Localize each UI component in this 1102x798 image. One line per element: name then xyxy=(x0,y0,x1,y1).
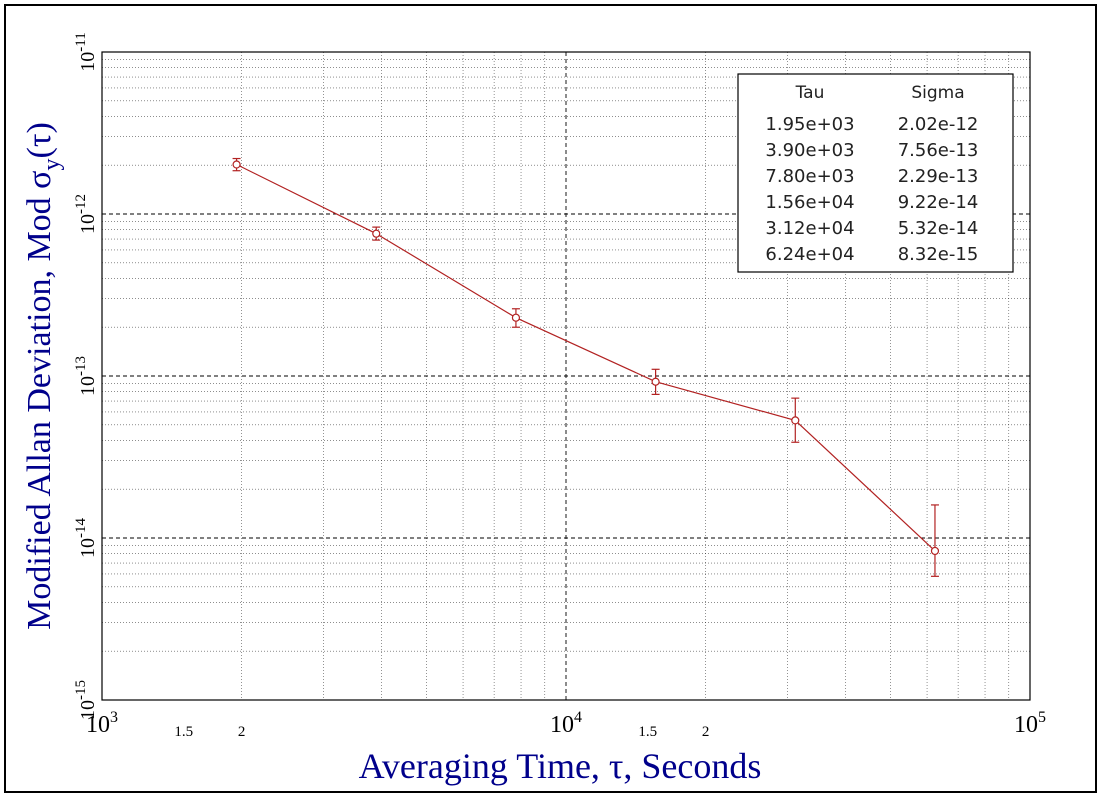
svg-text:10-11: 10-11 xyxy=(73,32,99,71)
x-minor-tick-label: 1.5 xyxy=(174,724,193,740)
table-cell-tau: 6.24e+04 xyxy=(765,244,854,265)
table-cell-sigma: 5.32e-14 xyxy=(898,218,979,239)
data-table-box xyxy=(737,73,1014,273)
y-tick-label: 10-13 xyxy=(73,356,99,396)
table-cell-tau: 1.56e+04 xyxy=(765,192,854,213)
data-point xyxy=(232,160,241,169)
x-tick-label: 105 xyxy=(1014,709,1046,738)
x-minor-tick-label: 2 xyxy=(702,724,710,740)
table-cell-sigma: 2.02e-12 xyxy=(898,114,979,135)
allan-deviation-chart: 103 104 105 1.5 2 1.5 2 10-15 10-14 10-13 10-12 10-… xyxy=(21,32,1046,786)
svg-text:10-13: 10-13 xyxy=(73,356,99,396)
y-tick-label: 10-11 xyxy=(73,32,99,71)
table-header-sigma: Sigma xyxy=(911,83,964,103)
table-cell-sigma: 2.29e-13 xyxy=(898,166,979,187)
table-cell-tau: 3.90e+03 xyxy=(765,140,854,161)
table-cell-tau: 7.80e+03 xyxy=(765,166,854,187)
svg-text:10-14: 10-14 xyxy=(73,518,99,558)
table-cell-sigma: 7.56e-13 xyxy=(898,140,979,161)
plot-area-border xyxy=(101,51,1031,701)
data-point xyxy=(930,546,940,556)
x-minor-tick-label: 1.5 xyxy=(638,724,657,740)
y-tick-label: 10-15 xyxy=(73,680,99,720)
data-point xyxy=(372,229,381,238)
x-axis-title: Averaging Time, τ, Seconds xyxy=(359,746,762,786)
table-cell-tau: 3.12e+04 xyxy=(765,218,854,239)
x-tick-label: 103 xyxy=(86,709,118,738)
y-tick-label: 10-12 xyxy=(73,194,99,234)
table-header-tau: Tau xyxy=(795,83,825,103)
chart-frame: 103 104 105 1.5 2 1.5 2 10-15 10-14 10-13 10-12 10-… xyxy=(4,4,1097,793)
table-cell-sigma: 9.22e-14 xyxy=(898,192,979,213)
x-tick-label: 104 xyxy=(550,709,582,738)
y-tick-label: 10-14 xyxy=(73,518,99,558)
data-point xyxy=(791,416,800,425)
svg-text:10-12: 10-12 xyxy=(73,194,99,234)
table-cell-sigma: 8.32e-15 xyxy=(898,244,979,265)
x-minor-tick-label: 2 xyxy=(238,724,246,740)
svg-text:10-15: 10-15 xyxy=(73,680,99,720)
y-axis-title: Modified Allan Deviation, Mod σy(τ) xyxy=(21,122,65,630)
data-point xyxy=(651,377,660,386)
series-line xyxy=(236,163,936,552)
table-cell-tau: 1.95e+03 xyxy=(765,114,854,135)
data-point xyxy=(511,313,521,322)
